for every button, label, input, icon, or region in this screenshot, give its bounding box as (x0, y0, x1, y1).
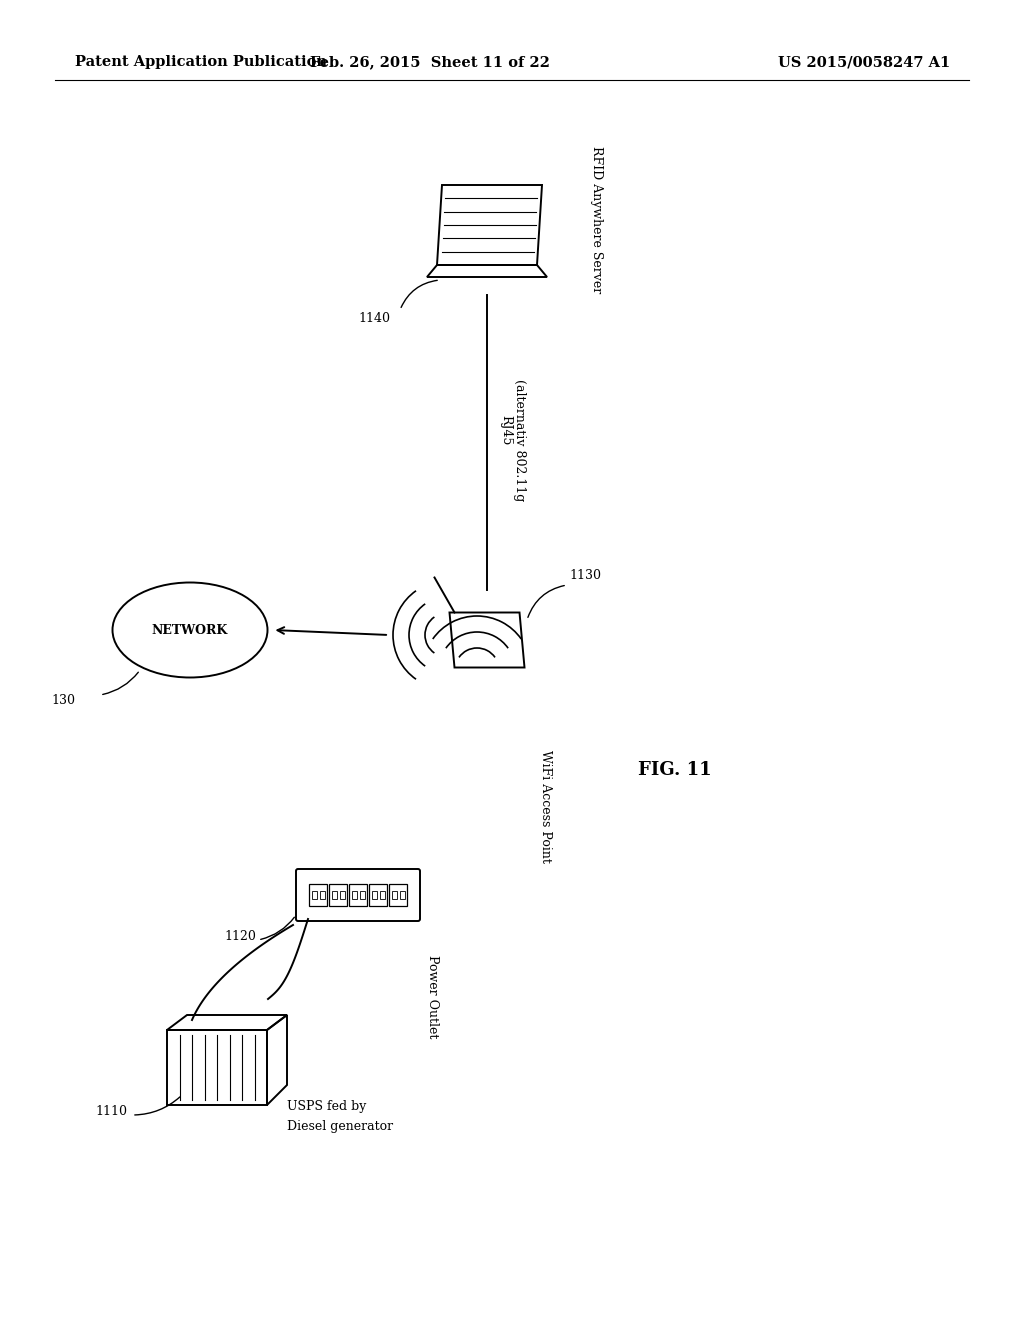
Text: RJ45: RJ45 (499, 414, 512, 445)
Bar (311, 891, 316, 899)
Bar (329, 884, 347, 906)
Bar (369, 884, 387, 906)
Bar (319, 891, 325, 899)
Text: US 2015/0058247 A1: US 2015/0058247 A1 (778, 55, 950, 69)
Bar (391, 891, 396, 899)
Bar (349, 884, 367, 906)
Text: 130: 130 (51, 693, 75, 706)
Text: 1110: 1110 (95, 1105, 127, 1118)
Text: NETWORK: NETWORK (152, 623, 228, 636)
Text: WiFi Access Point: WiFi Access Point (539, 750, 552, 863)
Text: 1120: 1120 (224, 931, 256, 942)
Bar (372, 891, 377, 899)
Bar (332, 891, 337, 899)
Text: Power Outlet: Power Outlet (426, 954, 439, 1039)
Text: Feb. 26, 2015  Sheet 11 of 22: Feb. 26, 2015 Sheet 11 of 22 (310, 55, 550, 69)
Text: 1140: 1140 (358, 312, 390, 325)
Text: 1130: 1130 (569, 569, 601, 582)
Bar (380, 891, 384, 899)
Text: RFID Anywhere Server: RFID Anywhere Server (590, 147, 603, 293)
Text: USPS fed by: USPS fed by (287, 1100, 367, 1113)
Text: Diesel generator: Diesel generator (287, 1119, 393, 1133)
Text: (alternativ 802.11g: (alternativ 802.11g (513, 379, 526, 502)
Bar (309, 884, 327, 906)
Text: Patent Application Publication: Patent Application Publication (75, 55, 327, 69)
Bar (389, 884, 407, 906)
Bar (340, 891, 344, 899)
Bar (359, 891, 365, 899)
Bar (399, 891, 404, 899)
Bar (351, 891, 356, 899)
Text: FIG. 11: FIG. 11 (638, 762, 712, 779)
